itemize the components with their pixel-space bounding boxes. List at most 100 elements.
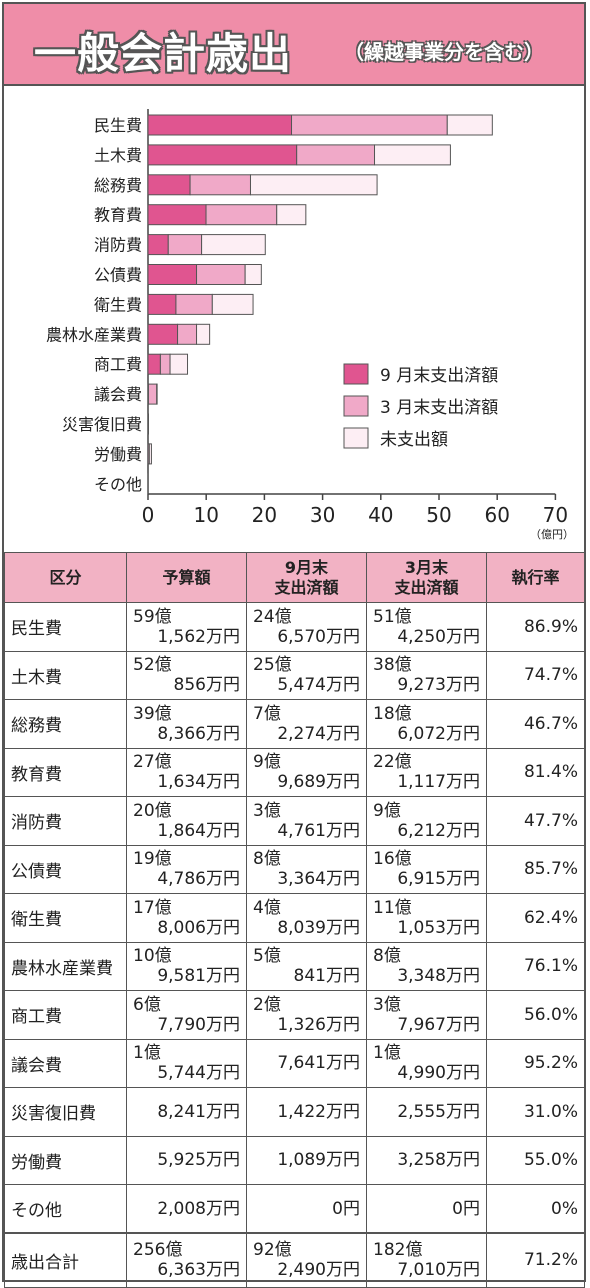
category-cell: その他 xyxy=(5,1185,127,1234)
category-label: 消防費 xyxy=(94,236,142,255)
x-tick-label: 60 xyxy=(484,503,509,527)
bar-segment xyxy=(148,294,176,314)
bar-segment xyxy=(297,145,375,165)
bar-segment xyxy=(178,324,197,344)
march-spent-cell: 3,258万円 xyxy=(367,1136,487,1185)
bar-segment xyxy=(160,354,170,374)
execution-rate-cell: 46.7% xyxy=(487,700,585,749)
bar-segment xyxy=(212,294,253,314)
unit-label: （億円） xyxy=(530,528,574,541)
bar-segment xyxy=(148,324,178,344)
category-label: 公債費 xyxy=(94,266,142,285)
category-cell: 民生費 xyxy=(5,603,127,652)
bar-segment xyxy=(149,444,151,464)
category-cell: 議会費 xyxy=(5,1039,127,1088)
category-cell: 教育費 xyxy=(5,748,127,797)
category-label: 民生費 xyxy=(94,116,142,135)
bar-segment xyxy=(148,265,197,285)
execution-rate-cell: 47.7% xyxy=(487,797,585,846)
table-header-cell: 執行率 xyxy=(487,553,585,603)
bar-segment xyxy=(148,384,156,404)
category-label: 土木費 xyxy=(94,146,142,165)
bar-segment xyxy=(170,354,187,374)
chart-area: 民生費土木費総務費教育費消防費公債費衛生費農林水産業費商工費議会費災害復旧費労働… xyxy=(4,86,584,550)
x-tick-label: 50 xyxy=(426,503,451,527)
x-tick-label: 20 xyxy=(252,503,277,527)
bar-segment xyxy=(148,145,297,165)
category-cell: 歳出合計 xyxy=(5,1233,127,1287)
bar-segment xyxy=(245,265,261,285)
category-cell: 商工費 xyxy=(5,991,127,1040)
page-title: 一般会計歳出 xyxy=(34,20,292,81)
execution-rate-cell: 62.4% xyxy=(487,894,585,943)
execution-rate-cell: 95.2% xyxy=(487,1039,585,1088)
budget-cell: 8,241万円 xyxy=(127,1088,247,1137)
execution-rate-cell: 56.0% xyxy=(487,991,585,1040)
page-subtitle: （繰越事業分を含む） xyxy=(344,36,544,65)
bar-segment xyxy=(148,205,206,225)
bar-segment xyxy=(250,175,377,195)
bar-segment xyxy=(176,294,212,314)
category-label: 商工費 xyxy=(94,355,142,374)
bar-segment xyxy=(197,324,210,344)
category-label: 教育費 xyxy=(94,206,142,225)
september-spent-cell: 1,089万円 xyxy=(247,1136,367,1185)
category-label: 災害復旧費 xyxy=(62,415,142,434)
bar-segment xyxy=(447,115,492,135)
category-label: その他 xyxy=(94,475,142,494)
september-spent-cell: 1,422万円 xyxy=(247,1088,367,1137)
bar-segment xyxy=(148,235,168,255)
september-spent-cell: 0円 xyxy=(247,1185,367,1234)
category-cell: 総務費 xyxy=(5,700,127,749)
bar-segment xyxy=(375,145,451,165)
category-cell: 公債費 xyxy=(5,845,127,894)
september-spent-cell: 7,641万円 xyxy=(247,1039,367,1088)
category-label: 衛生費 xyxy=(94,295,142,314)
bar-segment xyxy=(148,354,160,374)
execution-rate-cell: 86.9% xyxy=(487,603,585,652)
bar-segment xyxy=(168,235,201,255)
category-label: 労働費 xyxy=(94,445,142,464)
category-cell: 農林水産業費 xyxy=(5,942,127,991)
category-cell: 災害復旧費 xyxy=(5,1088,127,1137)
legend-swatch xyxy=(344,396,368,416)
x-tick-label: 30 xyxy=(310,503,335,527)
execution-rate-cell: 74.7% xyxy=(487,651,585,700)
bar-segment xyxy=(202,235,266,255)
table-header-cell: 予算額 xyxy=(127,553,247,603)
